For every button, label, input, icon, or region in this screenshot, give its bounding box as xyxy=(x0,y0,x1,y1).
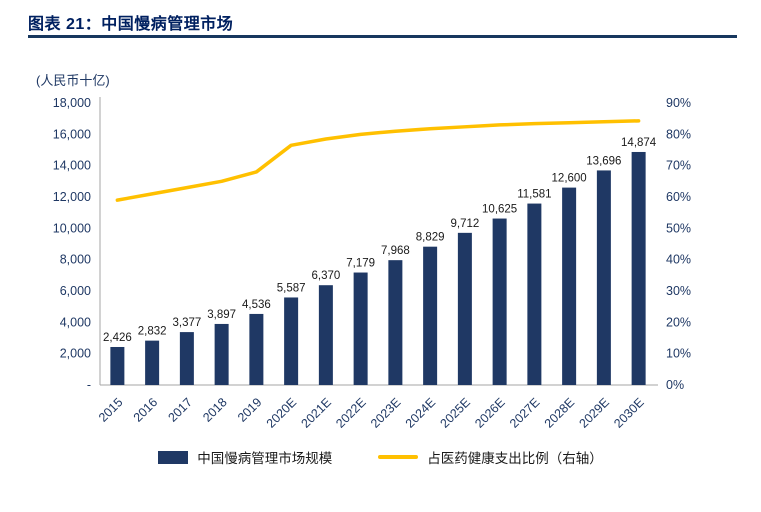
x-axis-label: 2020E xyxy=(264,395,299,430)
bar xyxy=(249,313,264,385)
left-axis-tick-label: 16,000 xyxy=(53,127,91,141)
left-axis-tick-label: 14,000 xyxy=(53,159,91,173)
left-axis-tick-label: 8,000 xyxy=(60,253,91,267)
right-axis-tick-label: 80% xyxy=(666,127,691,141)
ratio-line xyxy=(115,119,641,202)
x-axis-label: 2028E xyxy=(542,395,577,430)
bar-value-label: 2,426 xyxy=(103,332,132,344)
right-axis-tick-label: 60% xyxy=(666,190,691,204)
right-axis-tick-label: 30% xyxy=(666,284,691,298)
left-axis-tick-label: 2,000 xyxy=(60,347,91,361)
left-axis-tick-label: 4,000 xyxy=(60,315,91,329)
chart-legend: 中国慢病管理市场规模 占医药健康支出比例（右轴） xyxy=(0,447,761,467)
x-axis-label: 2021E xyxy=(299,395,334,430)
x-axis-label: 2022E xyxy=(333,395,368,430)
bar xyxy=(284,297,299,385)
bar-value-label: 9,712 xyxy=(450,218,479,230)
right-axis-tick-label: 0% xyxy=(666,378,684,392)
bar-value-label: 13,696 xyxy=(586,155,621,167)
bar-series-label: 中国慢病管理市场规模 xyxy=(197,451,333,466)
x-axis-label: 2019 xyxy=(235,395,265,425)
x-axis-label: 2024E xyxy=(403,395,438,430)
bar xyxy=(631,151,646,385)
x-axis-label: 2025E xyxy=(438,395,473,430)
bar-value-label: 12,600 xyxy=(552,173,587,185)
legend-item-bars: 中国慢病管理市场规模 xyxy=(158,447,332,467)
left-axis-unit-label: (人民币十亿) xyxy=(36,73,110,88)
bar-value-label: 3,377 xyxy=(172,317,201,329)
left-axis-tick-label: - xyxy=(87,378,91,392)
bar xyxy=(353,272,368,385)
line-series-swatch xyxy=(378,455,419,459)
right-axis-tick-label: 40% xyxy=(666,253,691,267)
bar-value-label: 7,968 xyxy=(381,245,410,257)
bar-value-label: 6,370 xyxy=(311,270,340,282)
bar-value-label: 10,625 xyxy=(482,204,517,216)
right-axis-tick-label: 20% xyxy=(666,315,691,329)
bar-value-label: 7,179 xyxy=(346,258,375,270)
left-axis-tick-label: 10,000 xyxy=(53,221,91,235)
line-series-label: 占医药健康支出比例（右轴） xyxy=(427,451,603,466)
bar-value-label: 14,874 xyxy=(621,137,657,149)
bar-value-label: 5,587 xyxy=(277,282,306,294)
bar xyxy=(388,260,403,385)
right-axis-tick-label: 90% xyxy=(666,96,691,110)
x-axis-label: 2027E xyxy=(507,395,542,430)
bar xyxy=(423,246,438,385)
bar xyxy=(145,340,160,385)
bar xyxy=(562,187,577,385)
title-underline-rule xyxy=(28,35,737,38)
bar xyxy=(457,232,472,385)
bar xyxy=(527,203,542,385)
right-axis-tick-label: 10% xyxy=(666,347,691,361)
x-axis-label: 2023E xyxy=(368,395,403,430)
x-axis-label: 2018 xyxy=(200,395,230,425)
bar-value-label: 11,581 xyxy=(517,189,551,201)
bar xyxy=(596,170,611,385)
x-axis-label: 2015 xyxy=(96,395,126,425)
left-axis-tick-label: 18,000 xyxy=(53,96,91,110)
legend-item-line: 占医药健康支出比例（右轴） xyxy=(378,447,603,467)
bar-series-swatch xyxy=(158,450,189,464)
right-axis-tick-label: 70% xyxy=(666,159,691,173)
x-axis-label: 2030E xyxy=(611,395,646,430)
x-axis-label: 2016 xyxy=(131,395,161,425)
bar-value-label: 8,829 xyxy=(416,232,445,244)
bar-value-label: 3,897 xyxy=(207,309,236,321)
bar xyxy=(492,218,507,385)
x-axis-label: 2029E xyxy=(577,395,612,430)
left-axis-tick-label: 6,000 xyxy=(60,284,91,298)
x-axis-label: 2026E xyxy=(472,395,507,430)
bar xyxy=(179,332,194,385)
bar-value-label: 4,536 xyxy=(242,299,271,311)
chart-title: 图表 21：中国慢病管理市场 xyxy=(28,16,234,33)
left-axis-tick-label: 12,000 xyxy=(53,190,91,204)
bar xyxy=(110,346,125,385)
right-axis-tick-label: 50% xyxy=(666,221,691,235)
bar xyxy=(214,323,229,385)
x-axis-label: 2017 xyxy=(165,395,195,425)
bar-value-label: 2,832 xyxy=(138,326,167,338)
bar xyxy=(318,285,333,385)
